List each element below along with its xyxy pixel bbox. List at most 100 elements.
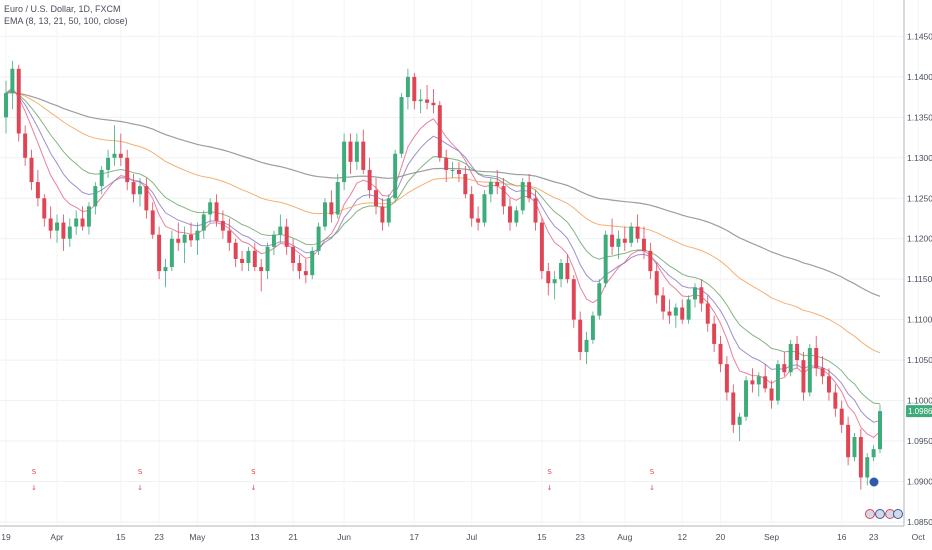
candle-body [559,263,563,280]
candle-body [10,68,15,94]
candle-body [380,206,385,223]
candle-body [629,226,634,243]
candle-body [482,194,487,223]
candle-body [367,169,372,191]
candle-body [456,169,461,174]
candle-body [546,271,551,284]
price-tick-label: 1.09000 [907,476,932,486]
candle-body [654,271,659,296]
candle-body [833,392,838,409]
candle-body [220,220,225,231]
candle-body [610,234,615,247]
candle-body [763,376,768,389]
time-tick-label: 20 [716,532,726,542]
candle-body [4,93,8,118]
candle-body [469,194,474,219]
signal-label: S [251,468,256,476]
ema-21-line [5,90,881,405]
candle-body [826,376,831,393]
candle-body [514,210,519,223]
candle-body [208,202,213,215]
candle-body [820,368,825,377]
candle-body [405,76,410,98]
candle-body [718,343,723,365]
candle-body [67,226,72,239]
candle-body [680,307,685,320]
candle-body [131,182,136,195]
time-tick-label: Aug [617,532,632,542]
event-icons[interactable] [865,477,903,519]
candle-body [501,186,506,207]
candle-body [648,250,653,272]
candle-body [527,182,532,199]
candle-body [693,287,697,300]
candle-body [635,226,640,239]
candle-body [240,258,245,263]
price-tick-label: 1.10500 [907,355,932,365]
candle-body [310,250,315,276]
candle-body [533,198,538,223]
news-flag-icon[interactable] [865,509,875,519]
candle-body [495,182,500,187]
candle-body [744,380,749,417]
price-axis[interactable]: 1.14500 1.14000 1.13500 1.13000 1.12500 1.120… [907,31,932,527]
indicator-label[interactable]: EMA (8, 13, 21, 50, 100, close) [4,16,128,26]
price-tick-label: 1.08500 [907,517,932,527]
candle-body [252,250,257,268]
candle-body [616,238,621,247]
price-tick-label: 1.12500 [907,193,932,203]
candle-body [316,226,321,251]
candle-body [571,279,576,320]
candle-body [846,424,851,458]
candle-body [284,226,289,247]
news-flag-icon[interactable] [893,509,903,519]
candle-body [386,198,391,223]
signal-arrow-icon: ↓ [547,484,553,492]
candle-body [42,198,47,219]
candle-body [361,141,366,170]
candle-body [29,157,34,183]
news-flag-icon[interactable] [869,477,879,487]
candle-body [878,411,882,450]
candle-body [214,202,219,221]
news-flag-icon[interactable] [875,509,885,519]
candle-body [150,210,155,235]
candle-body [329,202,334,215]
ema-50-line [5,91,881,354]
price-tick-label: 1.13000 [907,153,932,163]
time-tick-label: 21 [288,532,298,542]
candle-body [163,267,168,272]
price-tick-label: 1.09500 [907,436,932,446]
time-tick-label: 23 [575,532,585,542]
candle-body [731,392,736,425]
candle-body [476,218,481,223]
time-tick-label: 19 [1,532,11,542]
time-tick-label: 13 [250,532,260,542]
time-tick-label: May [189,532,206,542]
candle-body [814,347,819,369]
candle-body [176,238,181,243]
candle-body [737,416,742,425]
time-tick-label: 15 [116,532,126,542]
candle-body [189,234,193,241]
candle-body [323,202,327,227]
signal-arrow-icon: ↓ [31,484,37,492]
candle-body [265,246,270,272]
candle-body [463,173,468,195]
signal-markers: S ↓ S ↓ S ↓ S ↓ S ↓ [31,468,655,492]
candle-body [278,226,283,235]
candle-body [578,319,583,353]
candle-body [125,157,130,183]
symbol-title[interactable]: Euro / U.S. Dollar, 1D, FXCM [4,4,121,14]
candle-body [667,311,672,316]
candle-body [23,133,28,158]
signal-label: S [32,468,37,476]
candle-body [807,347,812,393]
candle-body [782,364,787,373]
candle-body [48,218,53,231]
last-price-tag: 1.09869 [906,405,932,418]
candle-body [769,388,774,401]
time-axis[interactable]: 19 Apr 15 23 May 13 21 Jun 17 Jul 15 23 Aug 12 20 Sep 16… [1,532,925,542]
candle-body [86,206,91,227]
